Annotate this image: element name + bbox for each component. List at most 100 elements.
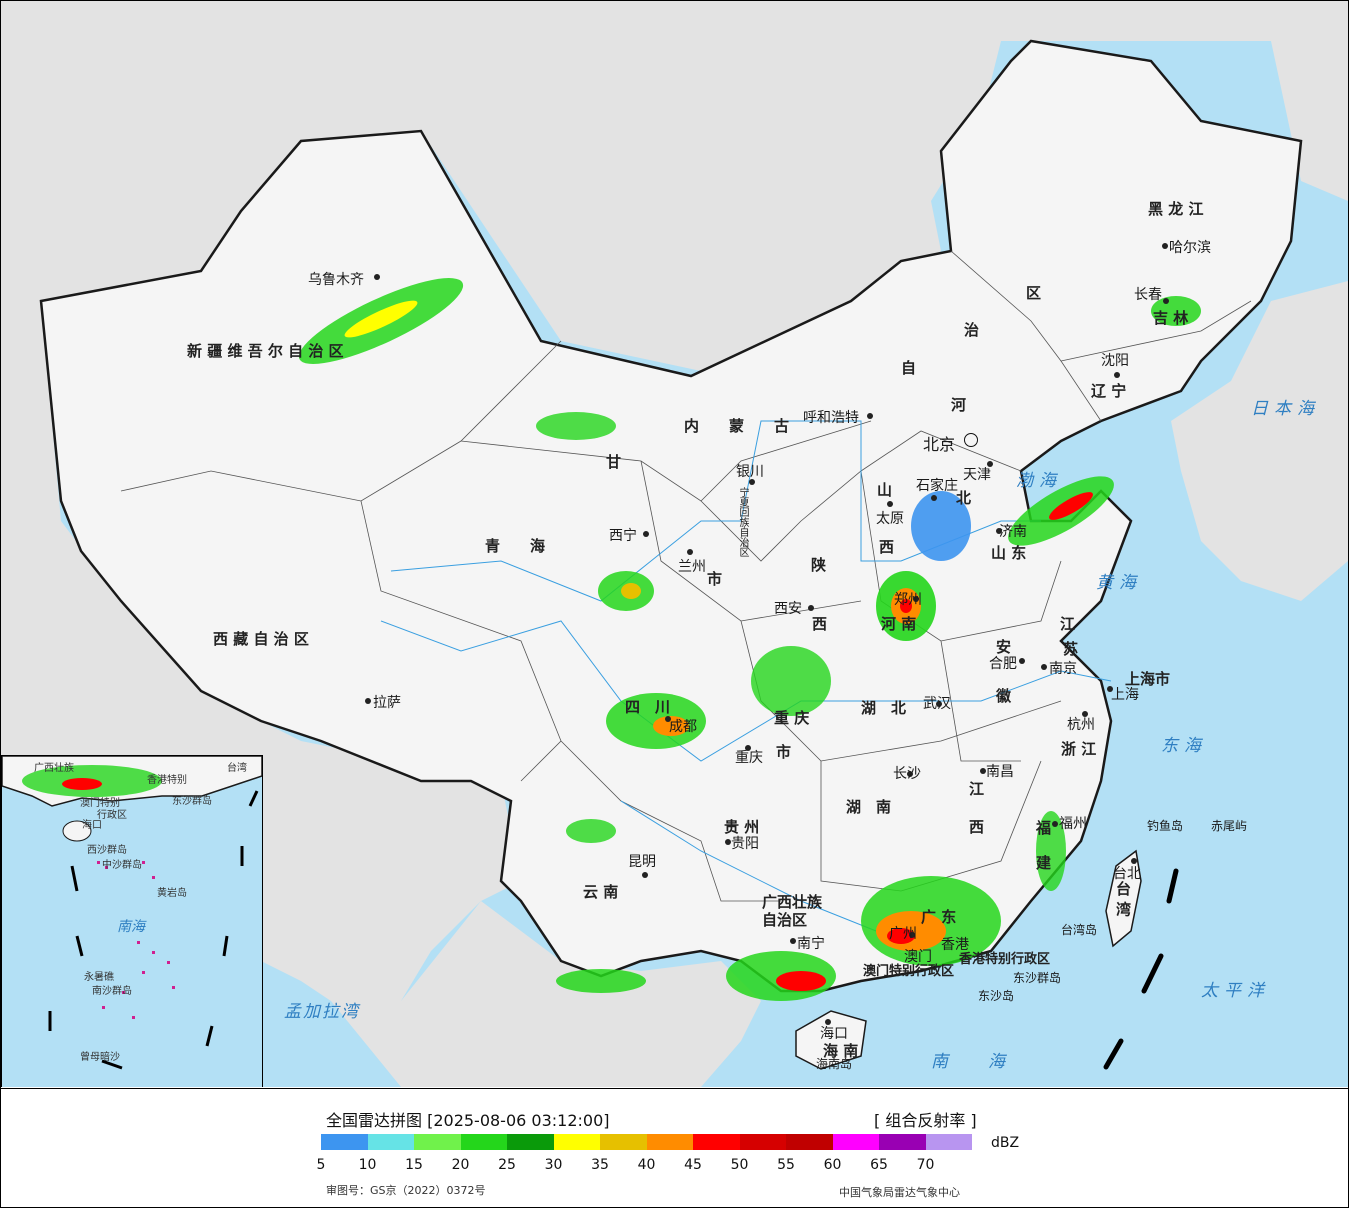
city-haikou[interactable]: 海口	[820, 1026, 848, 1042]
province-neimenggu-qu: 区	[1026, 284, 1042, 302]
legend-tick-label: 65	[870, 1157, 888, 1173]
inset-hainan	[62, 820, 92, 842]
sea-south-china: 南海	[931, 1052, 1045, 1072]
city-dot-chongqing	[745, 745, 751, 751]
inset-label-zengmu: 曾母暗沙	[80, 1052, 120, 1063]
city-hongkong[interactable]: 香港	[941, 937, 969, 953]
echo-chongqing	[751, 646, 831, 716]
legend-swatch	[553, 1134, 600, 1150]
inset-label-nanhai: 南海	[117, 919, 145, 935]
inset-label-dongsha: 东沙群岛	[172, 796, 212, 807]
city-dot-harbin	[1162, 243, 1168, 249]
inset-nine-dash-line	[48, 790, 259, 1070]
city-dot-hangzhou	[1082, 711, 1088, 717]
city-changchun[interactable]: 长春	[1134, 287, 1162, 303]
city-dot-taipei	[1131, 858, 1137, 864]
province-jiangsu-su: 苏	[1063, 640, 1079, 658]
province-shaanxi-shan: 陕	[811, 556, 827, 574]
echo-sichuan-core	[653, 716, 689, 736]
inset-canvas	[2, 756, 262, 1070]
legend-tick-label: 5	[316, 1157, 326, 1173]
province-shanghai: 上海市	[1125, 670, 1171, 688]
province-xinjiang: 新 疆 维 吾 尔 自 治 区	[187, 342, 344, 360]
legend-tick-label: 40	[637, 1157, 656, 1173]
city-dot-haikou	[825, 1019, 831, 1025]
province-anhui-an: 安	[996, 638, 1012, 656]
island-taiwan: 台湾岛	[1061, 923, 1098, 937]
city-zhengzhou[interactable]: 郑州	[894, 592, 922, 608]
city-dot-hohhot	[867, 413, 873, 419]
capital-star-icon	[964, 433, 978, 447]
province-sichuan: 四 川	[625, 698, 671, 716]
city-hangzhou[interactable]: 杭州	[1067, 717, 1095, 733]
city-changsha[interactable]: 长沙	[893, 766, 921, 782]
city-taipei[interactable]: 台北	[1113, 866, 1141, 882]
echo-xinjiang-core	[344, 300, 418, 338]
city-dot-xining	[643, 531, 649, 537]
province-yunnan: 云 南	[583, 883, 619, 901]
city-dot-zhengzhou	[913, 596, 919, 602]
city-hohhot[interactable]: 呼和浩特	[803, 410, 859, 426]
province-jiangxi-xi: 西	[969, 818, 985, 836]
province-shaanxi-xi: 西	[812, 615, 828, 633]
approval-number: 审图号：GS京（2022）0372号	[326, 1184, 486, 1197]
china-radar-map: 乌鲁木齐 拉萨 西宁 兰州 银川 呼和浩特 北京 天津 石家庄 太原 济南 西安…	[1, 1, 1348, 1087]
city-lanzhou[interactable]: 兰州	[678, 559, 706, 575]
taiwan-island	[1105, 849, 1142, 948]
city-hefei[interactable]: 合肥	[989, 656, 1017, 672]
legend-tick-label: 35	[591, 1157, 609, 1173]
sea-japan: 日本海	[1251, 399, 1320, 419]
legend-swatch	[739, 1134, 786, 1150]
legend-swatch	[367, 1134, 414, 1150]
city-kunming[interactable]: 昆明	[628, 854, 656, 870]
island-hainan: 海南岛	[816, 1057, 853, 1071]
city-dot-nanjing	[1041, 664, 1047, 670]
city-harbin[interactable]: 哈尔滨	[1169, 240, 1211, 256]
echo-shandong-core	[1049, 492, 1093, 520]
echo-gansu	[536, 412, 616, 440]
legend-panel: 全国雷达拼图 [2025-08-06 03:12:00] [ 组合反射率 ] d…	[1, 1088, 1348, 1207]
city-guiyang[interactable]: 贵阳	[731, 836, 759, 852]
city-nanning[interactable]: 南宁	[797, 936, 825, 952]
inset-echo-core	[62, 778, 102, 790]
province-guangxi: 广西壮族	[762, 893, 823, 911]
city-shenyang[interactable]: 沈阳	[1101, 353, 1129, 369]
map-title: 全国雷达拼图 [2025-08-06 03:12:00]	[326, 1111, 610, 1130]
city-chongqing[interactable]: 重庆	[735, 750, 763, 766]
province-zhejiang: 浙 江	[1061, 740, 1097, 758]
province-taiwan: 台 湾	[1114, 881, 1132, 917]
province-hubei: 湖 北	[861, 699, 907, 717]
neighbor-land-southeast-asia	[331, 901, 761, 1087]
city-shijiazhuang[interactable]: 石家庄	[916, 478, 958, 494]
province-guangxi-zzq: 自治区	[762, 911, 808, 929]
radar-echoes	[298, 278, 1201, 1001]
city-jinan[interactable]: 济南	[999, 524, 1027, 540]
island-chiwei: 赤尾屿	[1211, 819, 1248, 833]
city-xian[interactable]: 西安	[774, 601, 802, 617]
city-tianjin[interactable]: 天津	[963, 467, 991, 483]
city-macau[interactable]: 澳门	[904, 949, 932, 965]
city-taiyuan[interactable]: 太原	[876, 511, 904, 527]
neighbor-land-korea-japan	[1171, 281, 1348, 601]
province-tianjin-shi: 市	[707, 570, 723, 588]
city-chengdu[interactable]: 成都	[669, 719, 697, 735]
legend-tick-label: 15	[405, 1157, 423, 1173]
neighbor-land-north	[1, 1, 1348, 371]
island-dongsha: 东沙岛	[978, 989, 1015, 1003]
city-lhasa[interactable]: 拉萨	[373, 695, 401, 711]
city-nanjing[interactable]: 南京	[1049, 661, 1077, 677]
echo-henan-peak	[900, 599, 912, 613]
city-urumqi[interactable]: 乌鲁木齐	[308, 272, 364, 288]
city-beijing[interactable]: 北京	[923, 435, 956, 454]
city-yinchuan[interactable]: 银川	[736, 464, 764, 480]
city-dot-changchun	[1163, 298, 1169, 304]
city-nanchang[interactable]: 南昌	[986, 764, 1014, 780]
province-qinghai: 青 海	[485, 537, 546, 555]
city-fuzhou[interactable]: 福州	[1059, 816, 1087, 832]
city-shanghai[interactable]: 上海	[1111, 687, 1139, 703]
province-neimenggu-zhi: 治	[964, 321, 980, 339]
city-xining[interactable]: 西宁	[609, 528, 637, 544]
city-guangzhou[interactable]: 广州	[889, 926, 917, 942]
city-wuhan[interactable]: 武汉	[923, 696, 951, 712]
city-dot-nanning	[790, 938, 796, 944]
